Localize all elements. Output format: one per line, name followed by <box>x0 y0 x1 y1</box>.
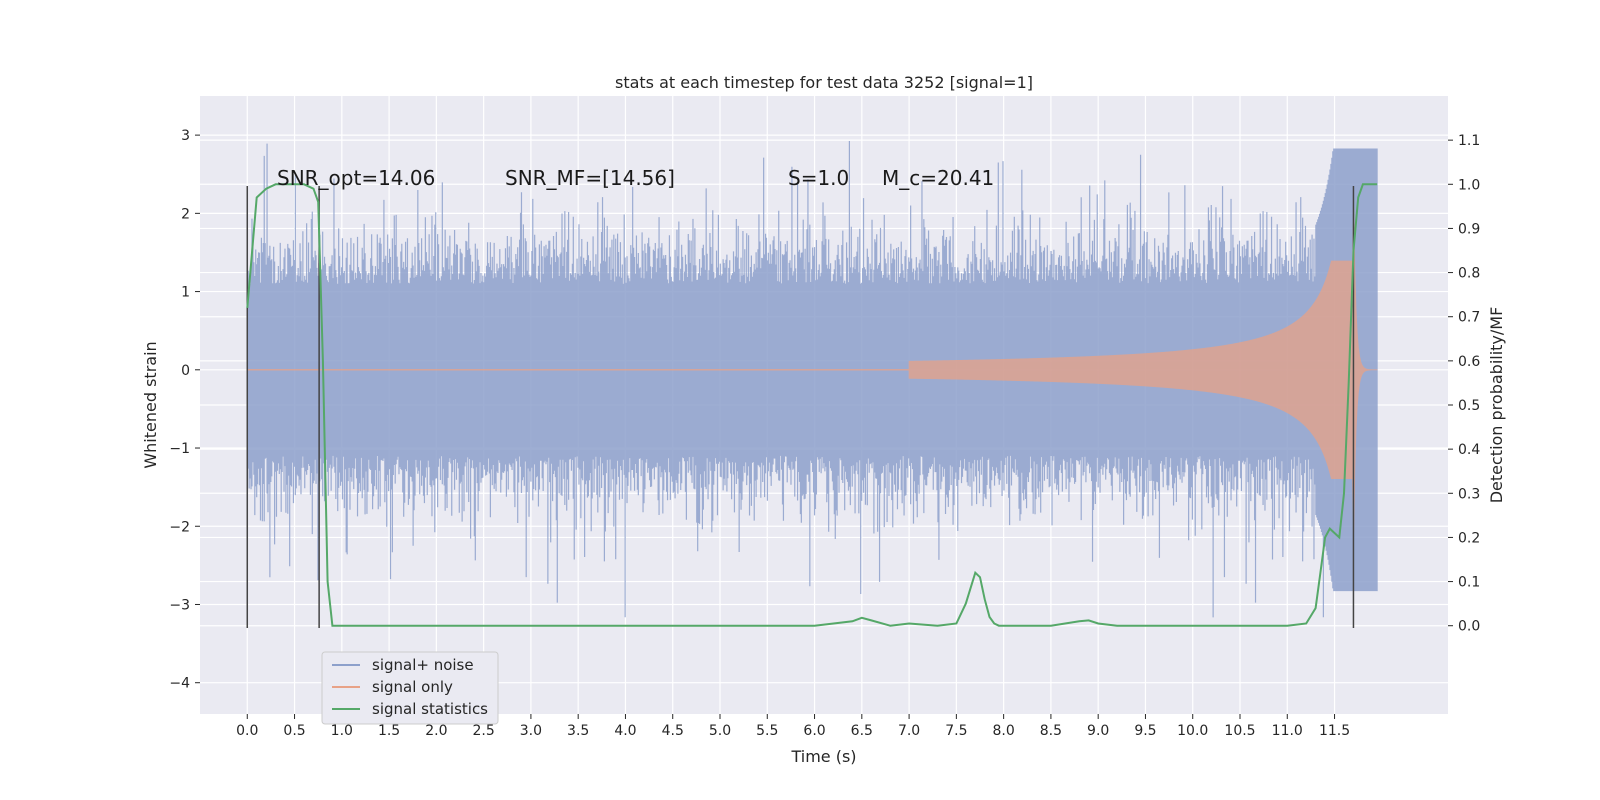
x-tick-label: 3.5 <box>567 723 589 739</box>
y2-tick-label: 0.5 <box>1458 398 1480 414</box>
y2-tick-label: 0.4 <box>1458 442 1480 458</box>
x-tick-label: 3.0 <box>520 723 542 739</box>
x-tick-label: 4.0 <box>614 723 636 739</box>
x-tick-label: 11.0 <box>1272 723 1303 739</box>
x-tick-label: 5.0 <box>709 723 731 739</box>
legend-label-signal-statistics: signal statistics <box>372 700 488 718</box>
right-y-axis-ticks: 1.1 1.0 0.9 0.8 0.7 0.6 0.5 0.4 0.3 0.2 0.1 0.0 <box>1448 133 1480 635</box>
x-tick-label: 11.5 <box>1319 723 1350 739</box>
signal-statistics-line <box>246 183 1378 627</box>
y-tick-label: 2 <box>181 206 190 222</box>
x-tick-label: 5.5 <box>756 723 778 739</box>
y2-tick-label: 0.6 <box>1458 354 1480 370</box>
x-tick-label: 4.5 <box>662 723 684 739</box>
y-tick-label: −1 <box>169 441 190 457</box>
chart-title: stats at each timestep for test data 325… <box>615 73 1033 92</box>
signal-only-series <box>247 206 1378 533</box>
x-tick-label: 2.5 <box>473 723 495 739</box>
annotation-snr-opt: SNR_opt=14.06 <box>277 166 435 190</box>
x-tick-label: 8.5 <box>1040 723 1062 739</box>
y-tick-label: 0 <box>181 363 190 379</box>
x-tick-label: 7.0 <box>898 723 920 739</box>
y2-tick-label: 0.9 <box>1458 221 1480 237</box>
x-tick-label: 8.0 <box>993 723 1015 739</box>
y2-tick-label: 0.8 <box>1458 266 1480 282</box>
y2-tick-label: 0.7 <box>1458 310 1480 326</box>
x-tick-label: 9.5 <box>1134 723 1156 739</box>
y2-tick-label: 0.2 <box>1458 530 1480 546</box>
x-tick-label: 0.5 <box>283 723 305 739</box>
left-y-axis-label: Whitened strain <box>141 341 160 468</box>
y-tick-label: −2 <box>169 519 190 535</box>
x-tick-label: 0.0 <box>236 723 258 739</box>
y-tick-label: −4 <box>169 676 190 692</box>
signal-statistics-series <box>246 183 1378 627</box>
x-tick-label: 10.5 <box>1224 723 1255 739</box>
annotation-mc: M_c=20.41 <box>882 166 994 190</box>
signal-only-envelope <box>908 206 1378 533</box>
x-tick-label: 1.0 <box>331 723 353 739</box>
right-y-axis-label: Detection probability/MF <box>1487 307 1506 504</box>
x-tick-label: 2.0 <box>425 723 447 739</box>
y2-tick-label: 0.1 <box>1458 575 1480 591</box>
x-axis-ticks: 0.0 0.5 1.0 1.5 2.0 2.5 3.0 3.5 4.0 4.5 5.0 5.5 6.0 6… <box>236 714 1350 739</box>
x-tick-label: 1.5 <box>378 723 400 739</box>
y2-tick-label: 0.0 <box>1458 619 1480 635</box>
y-tick-label: 3 <box>181 128 190 144</box>
x-tick-label: 7.5 <box>945 723 967 739</box>
y-tick-label: −3 <box>169 597 190 613</box>
x-tick-label: 6.5 <box>851 723 873 739</box>
annotation-snr-mf: SNR_MF=[14.56] <box>505 166 675 190</box>
y2-tick-label: 0.3 <box>1458 486 1480 502</box>
x-tick-label: 9.0 <box>1087 723 1109 739</box>
annotations: SNR_opt=14.06 SNR_MF=[14.56] S=1.0 M_c=2… <box>277 166 994 190</box>
x-axis-label: Time (s) <box>790 747 856 766</box>
x-tick-label: 10.0 <box>1177 723 1208 739</box>
y2-tick-label: 1.1 <box>1458 133 1480 149</box>
legend-label-signal-noise: signal+ noise <box>372 656 474 674</box>
legend-label-signal-only: signal only <box>372 678 453 696</box>
legend: signal+ noise signal only signal statist… <box>321 651 499 725</box>
x-tick-label: 6.0 <box>803 723 825 739</box>
annotation-s: S=1.0 <box>788 166 849 190</box>
y-tick-label: 1 <box>181 285 190 301</box>
legend-box <box>321 651 499 725</box>
left-y-axis-ticks: 3 2 1 0 −1 −2 −3 −4 <box>169 128 200 692</box>
y2-tick-label: 1.0 <box>1458 177 1480 193</box>
